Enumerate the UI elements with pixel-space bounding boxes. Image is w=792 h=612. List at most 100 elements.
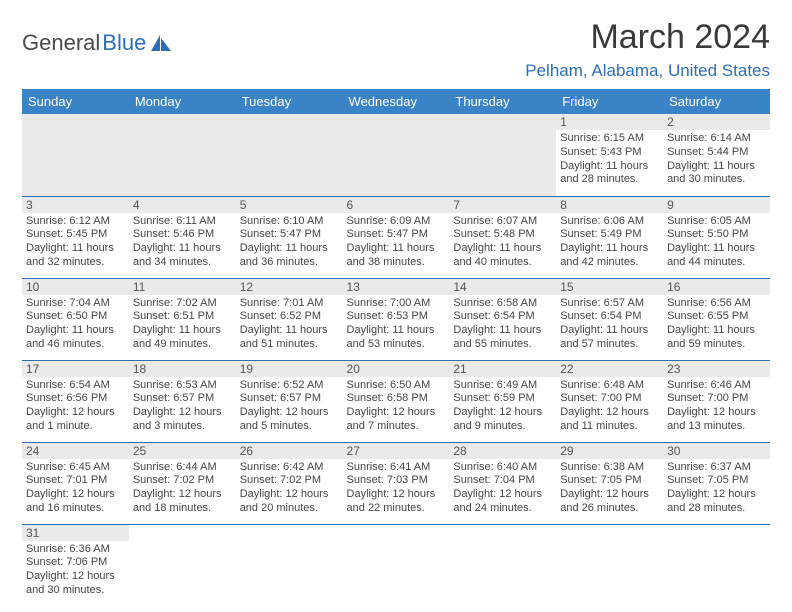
day-details: Sunrise: 6:56 AMSunset: 6:55 PMDaylight:…: [667, 297, 766, 352]
day-number: 16: [663, 279, 770, 295]
calendar-blank-cell: [236, 114, 343, 196]
calendar-day-cell: 24Sunrise: 6:45 AMSunset: 7:01 PMDayligh…: [22, 442, 129, 524]
day-details: Sunrise: 6:10 AMSunset: 5:47 PMDaylight:…: [240, 215, 339, 270]
weekday-header: Monday: [129, 89, 236, 114]
day-details: Sunrise: 6:15 AMSunset: 5:43 PMDaylight:…: [560, 132, 659, 187]
calendar-blank-cell: [22, 114, 129, 196]
day-details: Sunrise: 6:52 AMSunset: 6:57 PMDaylight:…: [240, 379, 339, 434]
day-details: Sunrise: 6:14 AMSunset: 5:44 PMDaylight:…: [667, 132, 766, 187]
day-number: 6: [343, 197, 450, 213]
logo-text-2: Blue: [102, 30, 146, 56]
calendar-day-cell: 5 Sunrise: 6:10 AMSunset: 5:47 PMDaylight…: [236, 196, 343, 278]
day-details: Sunrise: 6:54 AMSunset: 6:56 PMDaylight:…: [26, 379, 125, 434]
calendar-blank-cell: [556, 524, 663, 606]
day-number: 26: [236, 443, 343, 459]
calendar-day-cell: 25 Sunrise: 6:44 AMSunset: 7:02 PMDayligh…: [129, 442, 236, 524]
calendar-day-cell: 12 Sunrise: 7:01 AMSunset: 6:52 PMDayligh…: [236, 278, 343, 360]
calendar-week-row: 17 Sunrise: 6:54 AMSunset: 6:56 PMDayligh…: [22, 360, 770, 442]
calendar-day-cell: 13Sunrise: 7:00 AMSunset: 6:53 PMDayligh…: [343, 278, 450, 360]
day-details: Sunrise: 6:11 AMSunset: 5:46 PMDaylight:…: [133, 215, 232, 270]
day-details: Sunrise: 6:58 AMSunset: 6:54 PMDaylight:…: [453, 297, 552, 352]
calendar-day-cell: 21 Sunrise: 6:49 AMSunset: 6:59 PMDayligh…: [449, 360, 556, 442]
calendar-day-cell: 1 Sunrise: 6:15 AMSunset: 5:43 PMDaylight…: [556, 114, 663, 196]
day-number: 1: [556, 114, 663, 130]
day-details: Sunrise: 7:04 AMSunset: 6:50 PMDaylight:…: [26, 297, 125, 352]
day-number: 29: [556, 443, 663, 459]
calendar-day-cell: 31Sunrise: 6:36 AMSunset: 7:06 PMDayligh…: [22, 524, 129, 606]
day-details: Sunrise: 6:50 AMSunset: 6:58 PMDaylight:…: [347, 379, 446, 434]
day-details: Sunrise: 6:46 AMSunset: 7:00 PMDaylight:…: [667, 379, 766, 434]
weekday-header: Wednesday: [343, 89, 450, 114]
calendar-blank-cell: [449, 524, 556, 606]
calendar-day-cell: 26 Sunrise: 6:42 AMSunset: 7:02 PMDayligh…: [236, 442, 343, 524]
day-number: 10: [22, 279, 129, 295]
calendar-day-cell: 17 Sunrise: 6:54 AMSunset: 6:56 PMDayligh…: [22, 360, 129, 442]
day-number: 8: [556, 197, 663, 213]
day-number: 23: [663, 361, 770, 377]
day-details: Sunrise: 6:57 AMSunset: 6:54 PMDaylight:…: [560, 297, 659, 352]
day-details: Sunrise: 6:41 AMSunset: 7:03 PMDaylight:…: [347, 461, 446, 516]
day-number: 4: [129, 197, 236, 213]
calendar-day-cell: 3 Sunrise: 6:12 AMSunset: 5:45 PMDaylight…: [22, 196, 129, 278]
logo: GeneralBlue: [22, 18, 172, 56]
calendar-day-cell: 6 Sunrise: 6:09 AMSunset: 5:47 PMDaylight…: [343, 196, 450, 278]
day-details: Sunrise: 6:06 AMSunset: 5:49 PMDaylight:…: [560, 215, 659, 270]
day-details: Sunrise: 6:44 AMSunset: 7:02 PMDaylight:…: [133, 461, 232, 516]
day-number: 17: [22, 361, 129, 377]
day-details: Sunrise: 6:07 AMSunset: 5:48 PMDaylight:…: [453, 215, 552, 270]
header: GeneralBlue March 2024 Pelham, Alabama, …: [22, 18, 770, 81]
calendar-week-row: 3 Sunrise: 6:12 AMSunset: 5:45 PMDaylight…: [22, 196, 770, 278]
calendar-week-row: 1 Sunrise: 6:15 AMSunset: 5:43 PMDaylight…: [22, 114, 770, 196]
calendar-blank-cell: [129, 114, 236, 196]
day-number: 12: [236, 279, 343, 295]
day-details: Sunrise: 6:37 AMSunset: 7:05 PMDaylight:…: [667, 461, 766, 516]
calendar-day-cell: 2Sunrise: 6:14 AMSunset: 5:44 PMDaylight…: [663, 114, 770, 196]
calendar-day-cell: 4 Sunrise: 6:11 AMSunset: 5:46 PMDaylight…: [129, 196, 236, 278]
day-details: Sunrise: 6:05 AMSunset: 5:50 PMDaylight:…: [667, 215, 766, 270]
day-number: 24: [22, 443, 129, 459]
calendar-blank-cell: [343, 114, 450, 196]
day-number: 31: [22, 525, 129, 541]
calendar-day-cell: 16 Sunrise: 6:56 AMSunset: 6:55 PMDayligh…: [663, 278, 770, 360]
calendar-day-cell: 28Sunrise: 6:40 AMSunset: 7:04 PMDayligh…: [449, 442, 556, 524]
weekday-header: Tuesday: [236, 89, 343, 114]
calendar-blank-cell: [236, 524, 343, 606]
calendar-week-row: 24Sunrise: 6:45 AMSunset: 7:01 PMDayligh…: [22, 442, 770, 524]
day-details: Sunrise: 7:00 AMSunset: 6:53 PMDaylight:…: [347, 297, 446, 352]
calendar-day-cell: 30Sunrise: 6:37 AMSunset: 7:05 PMDayligh…: [663, 442, 770, 524]
calendar-blank-cell: [449, 114, 556, 196]
calendar-week-row: 31Sunrise: 6:36 AMSunset: 7:06 PMDayligh…: [22, 524, 770, 606]
day-details: Sunrise: 6:42 AMSunset: 7:02 PMDaylight:…: [240, 461, 339, 516]
logo-sail-icon: [150, 34, 172, 52]
day-number: 18: [129, 361, 236, 377]
day-details: Sunrise: 7:01 AMSunset: 6:52 PMDaylight:…: [240, 297, 339, 352]
day-number: 11: [129, 279, 236, 295]
day-details: Sunrise: 6:09 AMSunset: 5:47 PMDaylight:…: [347, 215, 446, 270]
calendar-blank-cell: [129, 524, 236, 606]
day-number: 5: [236, 197, 343, 213]
calendar-table: SundayMondayTuesdayWednesdayThursdayFrid…: [22, 89, 770, 606]
weekday-header: Friday: [556, 89, 663, 114]
day-details: Sunrise: 7:02 AMSunset: 6:51 PMDaylight:…: [133, 297, 232, 352]
day-number: 14: [449, 279, 556, 295]
day-details: Sunrise: 6:40 AMSunset: 7:04 PMDaylight:…: [453, 461, 552, 516]
weekday-header-row: SundayMondayTuesdayWednesdayThursdayFrid…: [22, 89, 770, 114]
calendar-blank-cell: [663, 524, 770, 606]
day-number: 3: [22, 197, 129, 213]
calendar-day-cell: 29Sunrise: 6:38 AMSunset: 7:05 PMDayligh…: [556, 442, 663, 524]
title-block: March 2024 Pelham, Alabama, United State…: [525, 18, 770, 81]
day-details: Sunrise: 6:12 AMSunset: 5:45 PMDaylight:…: [26, 215, 125, 270]
day-number: 25: [129, 443, 236, 459]
day-details: Sunrise: 6:53 AMSunset: 6:57 PMDaylight:…: [133, 379, 232, 434]
day-details: Sunrise: 6:48 AMSunset: 7:00 PMDaylight:…: [560, 379, 659, 434]
calendar-day-cell: 23 Sunrise: 6:46 AMSunset: 7:00 PMDayligh…: [663, 360, 770, 442]
calendar-day-cell: 15Sunrise: 6:57 AMSunset: 6:54 PMDayligh…: [556, 278, 663, 360]
calendar-blank-cell: [343, 524, 450, 606]
weekday-header: Saturday: [663, 89, 770, 114]
day-details: Sunrise: 6:49 AMSunset: 6:59 PMDaylight:…: [453, 379, 552, 434]
calendar-day-cell: 7Sunrise: 6:07 AMSunset: 5:48 PMDaylight…: [449, 196, 556, 278]
weekday-header: Sunday: [22, 89, 129, 114]
calendar-day-cell: 22Sunrise: 6:48 AMSunset: 7:00 PMDayligh…: [556, 360, 663, 442]
calendar-day-cell: 11 Sunrise: 7:02 AMSunset: 6:51 PMDayligh…: [129, 278, 236, 360]
day-number: 21: [449, 361, 556, 377]
